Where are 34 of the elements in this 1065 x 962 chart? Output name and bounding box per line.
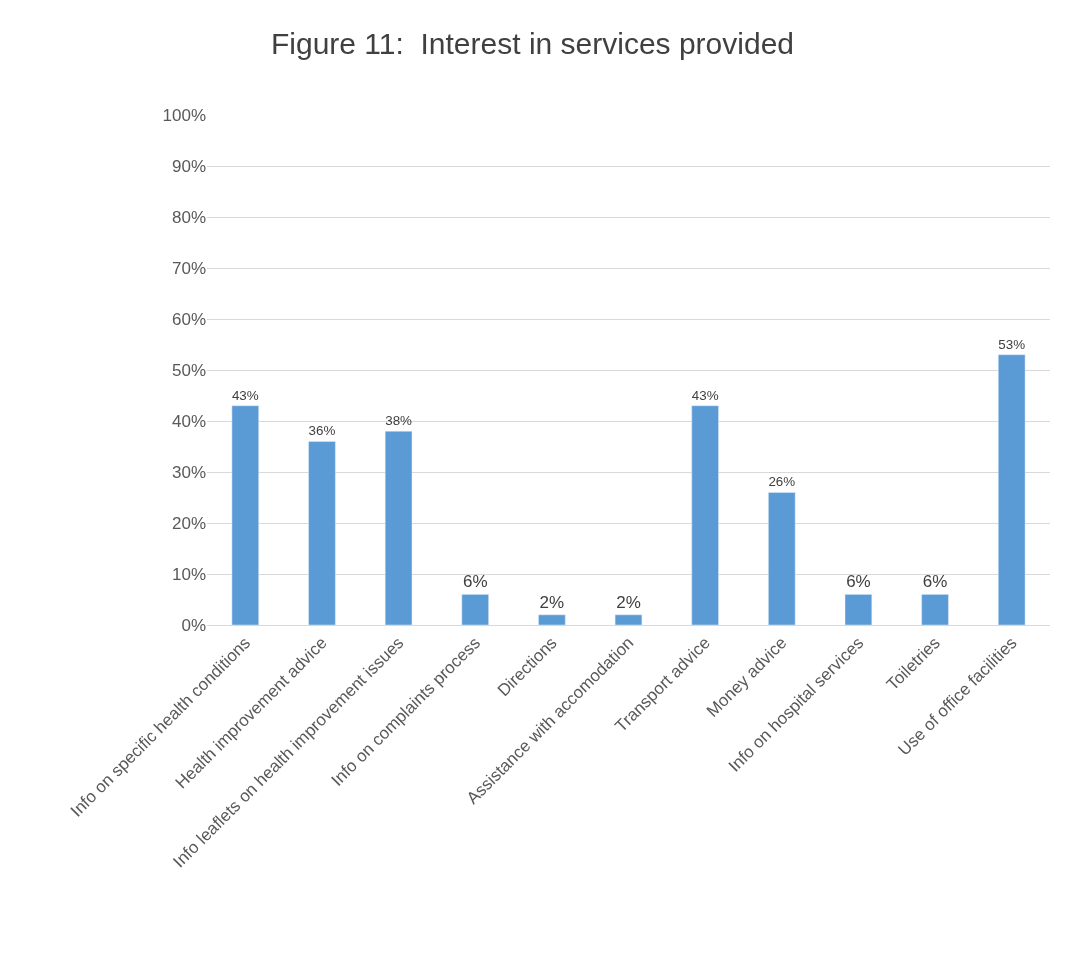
bar: [461, 594, 489, 625]
y-tick-label: 20%: [171, 513, 206, 533]
bar: [231, 405, 259, 625]
y-tick-label: 60%: [171, 309, 206, 329]
data-label: 43%: [691, 387, 719, 403]
chart-title: Figure 11: Interest in services provided: [270, 26, 795, 60]
y-tick-label: 70%: [171, 258, 206, 278]
data-label: 38%: [385, 413, 413, 429]
data-label: 36%: [308, 423, 336, 439]
bar: [998, 354, 1026, 625]
data-label: 6%: [462, 572, 488, 592]
y-tick-label: 80%: [171, 207, 206, 227]
data-label: 43%: [231, 387, 259, 403]
bar: [614, 614, 643, 625]
y-tick-label: 10%: [171, 564, 206, 584]
data-label: 6%: [922, 572, 948, 592]
data-label: 2%: [616, 592, 641, 612]
bar: [768, 492, 796, 625]
bar: [844, 594, 873, 625]
y-tick-label: 0%: [181, 615, 206, 635]
bar: [538, 614, 566, 625]
data-label: 53%: [998, 336, 1026, 352]
data-label: 6%: [846, 572, 871, 592]
y-tick-label: 90%: [171, 156, 206, 176]
data-label: 2%: [539, 592, 565, 612]
bar: [691, 405, 719, 625]
y-tick-label: 50%: [171, 360, 206, 380]
y-tick-label: 30%: [171, 462, 206, 482]
data-label: 26%: [768, 474, 796, 490]
y-tick-label: 40%: [171, 411, 206, 431]
bar: [921, 594, 949, 625]
bar: [384, 430, 413, 625]
y-tick-label: 100%: [162, 105, 206, 125]
bar: [308, 441, 336, 625]
